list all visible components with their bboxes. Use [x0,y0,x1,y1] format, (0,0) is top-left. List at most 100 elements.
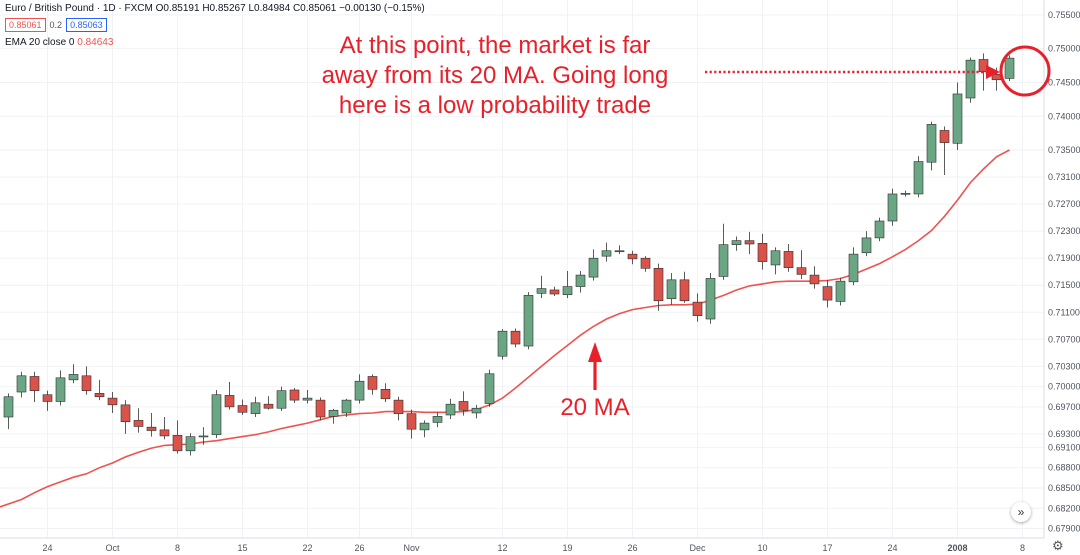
candle-body [523,295,534,347]
candle-body [16,375,27,393]
candle [315,397,326,421]
candle [120,400,131,434]
annotation-line-1: At this point, the market is far [339,32,651,59]
candle [809,266,820,289]
candle-body [601,250,612,257]
candle [471,404,482,419]
candle [211,389,222,438]
candle [367,374,378,395]
candle-body [640,257,651,269]
time-tick-label: 8 [1020,543,1025,553]
symbol-header: Euro / British Pound · 1D · FXCM O0.8519… [5,3,425,14]
time-tick-label: Nov [403,543,420,553]
candle [848,247,859,286]
candle [887,188,898,226]
price-tick-label: 0.70700 [1048,334,1080,344]
candle [406,409,417,439]
buy-price-box[interactable]: 0.85063 [66,18,107,32]
candle [835,277,846,306]
price-axis[interactable]: 0.75500 0.75000 0.74500 0.74000 0.73500 0.731… [1043,0,1080,555]
candle [770,247,781,275]
time-tick-label: Oct [105,543,120,553]
candle-body [913,161,924,195]
time-tick-label: 12 [497,543,507,553]
candlestick-series [3,53,1015,456]
candle [159,417,170,440]
time-axis[interactable]: 24 Oct 8 15 22 26 Nov 12 19 26 Dec 10 17 24 2008 8 [0,537,1044,553]
price-tick-label: 0.68500 [1048,483,1080,493]
highlight-circle [999,45,1051,97]
time-tick-label: 10 [757,543,767,553]
candle [133,408,144,433]
candle-body [796,267,807,275]
candle [510,328,521,348]
candle-body [718,244,729,277]
candle-body [133,420,144,427]
candle [484,369,495,407]
arrow-head-right [986,65,1000,79]
candle [341,398,352,418]
price-tick-label: 0.72700 [1048,199,1080,209]
candle-body [263,403,274,409]
candle-body [861,237,872,254]
candle [744,231,755,255]
candle [523,291,534,350]
candle [42,390,53,411]
candle [289,387,300,403]
candle-body [887,193,898,222]
candle-body [94,393,105,398]
candle [29,371,40,403]
candle-body [705,278,716,320]
candle-body [367,376,378,390]
annotation-overlay [588,45,1051,390]
candle [55,370,66,406]
candle [796,250,807,280]
candle-body [809,274,820,285]
gear-icon[interactable]: ⚙ [1052,538,1064,553]
indicator-legend[interactable]: EMA 20 close 0 0.84643 [5,37,113,48]
candle-body [926,124,937,163]
candle-body [81,375,92,391]
candle [926,121,937,171]
candle [3,393,14,430]
candle-body [497,330,508,357]
candle-body [185,436,196,452]
candle-body [627,253,638,260]
price-tick-label: 0.74000 [1048,111,1080,121]
candle-body [484,373,495,404]
candle [185,433,196,456]
candle-body [679,279,690,302]
candle [939,126,950,176]
gridlines [0,0,1044,538]
candle [393,396,404,421]
candle [276,386,287,411]
candle-body [939,130,950,143]
candle-body [55,377,66,402]
symbol-title: Euro / British Pound · 1D · FXCM [5,3,153,14]
candle-body [445,403,456,416]
candle-body [393,399,404,414]
candle [263,396,274,410]
candle-body [900,193,911,195]
candle-body [471,407,482,414]
candle [445,398,456,420]
candle-body [1004,57,1015,79]
price-tick-label: 0.73500 [1048,145,1080,155]
candle [16,371,27,398]
candle [978,53,989,91]
candle [861,231,872,257]
candle-body [29,376,40,391]
price-tick-label: 0.69300 [1048,429,1080,439]
price-tick-label: 0.71100 [1048,307,1080,317]
candle [237,399,248,415]
candle-body [510,330,521,345]
candle-body [562,286,573,295]
scroll-to-latest-button[interactable]: » [1011,502,1031,522]
candle-body [783,251,794,268]
sell-price-box[interactable]: 0.85061 [5,18,46,32]
time-tick-label: 8 [175,543,180,553]
price-tick-label: 0.71500 [1048,280,1080,290]
time-tick-label: 2008 [947,543,967,553]
price-tick-label: 0.70000 [1048,382,1080,392]
